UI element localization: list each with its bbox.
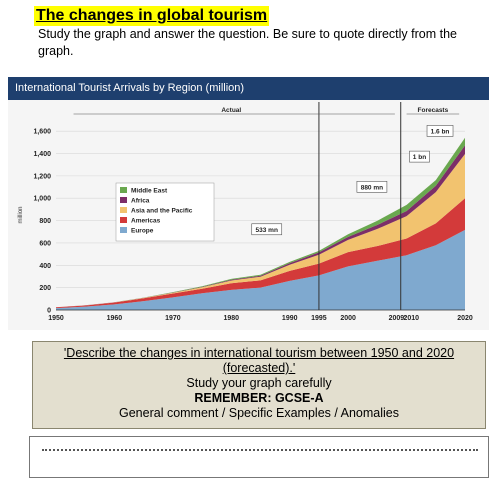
y-tick-label: 1,000 bbox=[33, 196, 51, 203]
answer-dotted-line bbox=[42, 441, 478, 451]
x-tick-label: 1970 bbox=[165, 315, 181, 322]
x-tick-label: 2010 bbox=[403, 315, 419, 322]
y-tick-label: 1,400 bbox=[33, 151, 51, 158]
segment-label-forecasts: Forecasts bbox=[418, 107, 449, 114]
legend-swatch bbox=[120, 227, 127, 233]
series-europe-area bbox=[56, 229, 465, 310]
series-americas-area bbox=[56, 198, 465, 309]
x-tick-label: 1950 bbox=[48, 315, 64, 322]
y-tick-label: 1,600 bbox=[33, 129, 51, 136]
annotation-box bbox=[251, 223, 283, 236]
answer-box[interactable] bbox=[29, 436, 489, 478]
question-line-3: General comment / Specific Examples / An… bbox=[119, 406, 399, 420]
question-line-1: Study your graph carefully bbox=[186, 376, 332, 390]
annotation-label: 533 mn bbox=[256, 227, 278, 234]
x-tick-label: 1980 bbox=[223, 315, 239, 322]
legend-label: Africa bbox=[131, 198, 150, 205]
series-asia-and-the-pacific-area bbox=[56, 154, 465, 308]
y-tick-label: 1,200 bbox=[33, 173, 51, 180]
x-tick-label: 2020 bbox=[457, 315, 473, 322]
series-africa-area bbox=[56, 145, 465, 308]
y-axis-label: million bbox=[18, 206, 24, 223]
y-tick-label: 200 bbox=[39, 285, 51, 292]
question-line-2: REMEMBER: GCSE-A bbox=[194, 391, 324, 405]
legend-swatch bbox=[120, 207, 127, 213]
worksheet-title: The changes in global tourism bbox=[34, 6, 270, 26]
y-tick-label: 600 bbox=[39, 240, 51, 247]
chart-header-text: International Tourist Arrivals by Region… bbox=[15, 82, 245, 94]
legend-swatch bbox=[120, 187, 127, 193]
legend-label: Europe bbox=[131, 228, 154, 235]
chart-figure: International Tourist Arrivals by Region… bbox=[8, 77, 489, 330]
legend-label: Asia and the Pacific bbox=[131, 208, 193, 215]
legend-swatch bbox=[120, 197, 127, 203]
legend-swatch bbox=[120, 217, 127, 223]
chart-header: International Tourist Arrivals by Region… bbox=[8, 77, 489, 100]
legend-label: Americas bbox=[131, 218, 161, 225]
x-tick-label: 1960 bbox=[107, 315, 123, 322]
question-box: 'Describe the changes in international t… bbox=[32, 341, 486, 429]
segment-label-actual: Actual bbox=[221, 107, 241, 114]
x-tick-label: 2000 bbox=[340, 315, 356, 322]
y-tick-label: 0 bbox=[47, 308, 51, 315]
annotation-label: 880 mn bbox=[361, 184, 383, 191]
annotation-box bbox=[426, 125, 454, 137]
area-chart: 0 200 400 600 800 1,000 1,200 1,400 1,600 1950 196… bbox=[18, 102, 473, 322]
legend-box bbox=[115, 182, 215, 242]
x-tick-label: 2009' bbox=[389, 315, 407, 322]
x-tick-label: 1995 bbox=[311, 315, 327, 322]
legend-label: Middle East bbox=[131, 188, 168, 195]
y-tick-label: 400 bbox=[39, 263, 51, 270]
annotation-label: 1 bn bbox=[413, 154, 426, 161]
annotation-label: 1.6 bn bbox=[431, 128, 450, 135]
annotation-box bbox=[409, 150, 430, 163]
y-tick-label: 800 bbox=[39, 218, 51, 225]
worksheet-instruction: Study the graph and answer the question.… bbox=[38, 27, 458, 58]
question-text: 'Describe the changes in international t… bbox=[63, 346, 455, 375]
x-tick-label: 1990 bbox=[282, 315, 298, 322]
annotation-box bbox=[356, 180, 388, 193]
